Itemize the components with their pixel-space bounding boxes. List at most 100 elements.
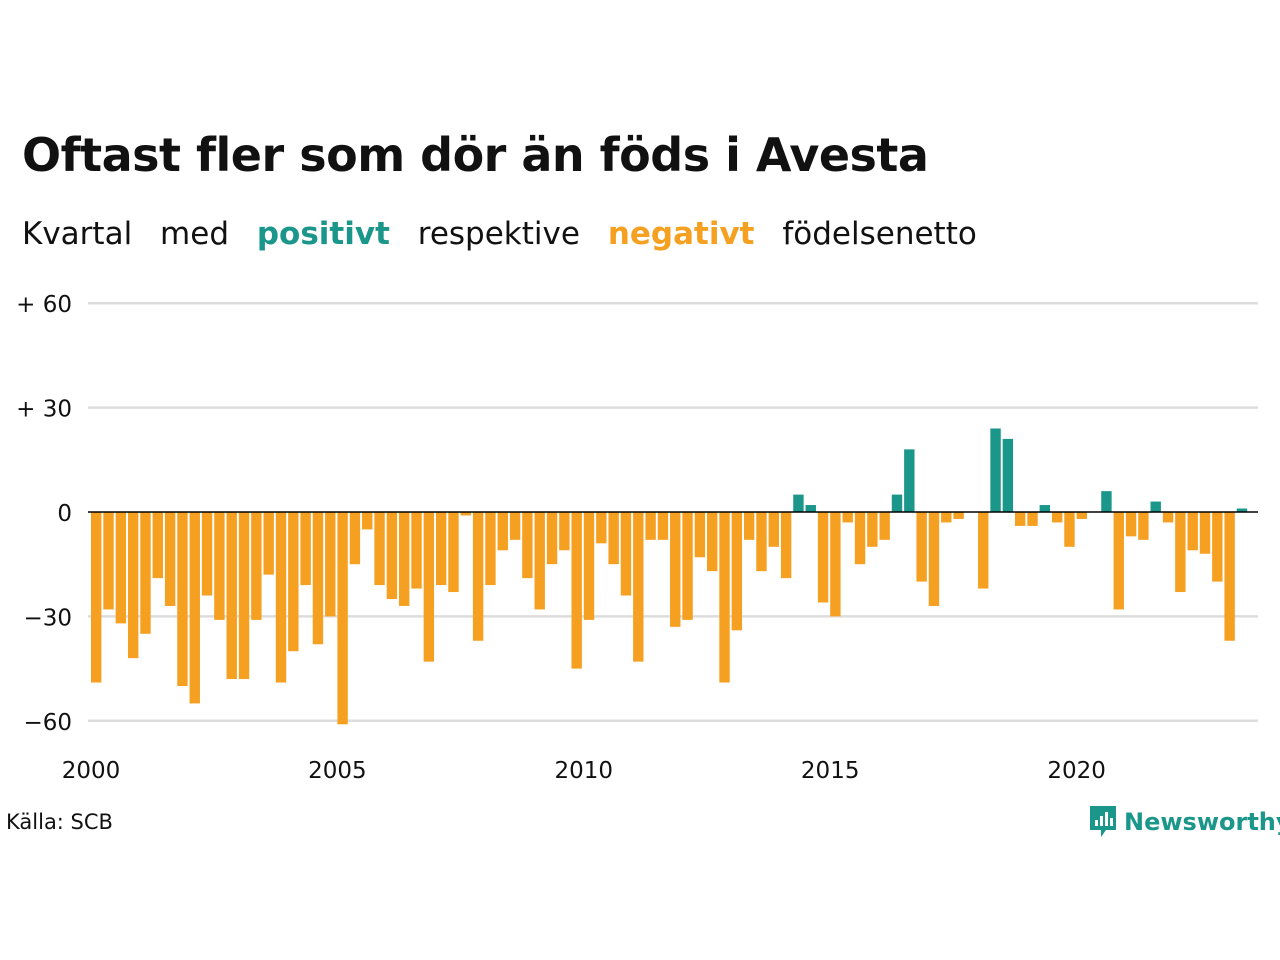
bar-negative [399,512,410,606]
y-tick-label: + 60 [16,292,72,318]
chart-subtitle: Kvartal med positivt respektive negativt… [22,216,995,252]
bar-negative [682,512,693,620]
y-axis-labels: + 60 + 30 0 −30 −60 [16,292,72,736]
bar-negative [694,512,706,558]
bar-negative [472,512,484,641]
bar-negative [978,512,989,589]
bar-negative [312,512,324,645]
bar-negative [719,512,730,683]
bar-negative [953,512,964,519]
subtitle-word-respektive: respektive [417,216,580,252]
bar-positive [1039,505,1051,512]
bar-positive [891,494,903,512]
bar-negative [189,512,200,704]
bar-negative [534,512,545,610]
bar-positive [1002,438,1014,512]
bar-negative [596,512,607,544]
y-tick-label: 0 [57,501,72,527]
bar-negative [830,512,841,617]
bar-negative [731,512,743,631]
y-tick-label: −60 [23,710,72,736]
bar-positive [904,449,915,512]
newsworthy-logo-icon [1090,806,1116,837]
bar-negative [386,512,398,599]
bar-negative [325,512,336,617]
bar-negative [633,512,644,662]
bar-negative [670,512,681,627]
bar-negative [620,512,632,596]
bar-negative [374,512,385,586]
bar-negative [707,512,718,572]
bar-negative [238,512,250,680]
bar-negative [571,512,582,669]
y-tick-label: + 30 [16,397,72,423]
bars [91,428,1248,725]
subtitle-word-kvartal: Kvartal [22,216,133,252]
x-tick-label: 2000 [62,758,121,784]
bar-negative [140,512,151,634]
bar-negative [288,512,299,652]
subtitle-negative-label: negativt [607,216,755,252]
bar-negative [842,512,853,523]
bar-negative [854,512,866,565]
bar-negative [645,512,656,540]
bar-negative [1015,512,1026,526]
bar-negative [928,512,940,606]
bar-negative [780,512,792,579]
bar-positive [805,505,816,512]
bar-negative [91,512,102,683]
bar-negative [867,512,878,547]
bar-negative [337,512,348,725]
bar-positive [793,494,804,512]
bar-negative [103,512,114,610]
bar-negative [214,512,225,620]
bar-negative [916,512,927,582]
bar-negative [275,512,287,683]
x-axis-labels: 2000 2005 2010 2015 2020 [62,758,1106,784]
bar-negative [608,512,619,565]
bar-positive [990,428,1001,512]
bar-negative [448,512,459,593]
newsworthy-logo-text: Newsworthy [1124,808,1280,836]
bar-negative [115,512,127,624]
bar-positive [1101,491,1112,512]
bar-negative [1224,512,1235,641]
bar-negative [522,512,533,579]
bar-negative [485,512,496,586]
bar-negative [263,512,274,575]
bar-negative [1138,512,1149,540]
bar-negative [756,512,767,572]
x-tick-label: 2020 [1047,758,1106,784]
y-tick-label: −30 [23,605,72,631]
bar-negative [127,512,139,659]
bar-negative [817,512,829,603]
bar-negative [411,512,422,589]
bar-negative [657,512,669,540]
subtitle-word-fodelsenetto: födelsenetto [782,216,977,252]
bar-negative [164,512,176,606]
bar-positive [1150,501,1161,512]
bar-negative [546,512,558,565]
newsworthy-logo: Newsworthy [1088,804,1280,840]
bar-negative [435,512,447,586]
bar-negative [1113,512,1124,610]
bar-negative [1212,512,1223,582]
bar-negative [251,512,262,620]
bar-negative [1051,512,1063,523]
bar-negative [941,512,952,523]
bar-negative [497,512,508,551]
chart-title: Oftast fler som dör än föds i Avesta [22,128,929,182]
x-tick-label: 2005 [308,758,367,784]
bar-negative [1175,512,1186,593]
bar-negative [879,512,890,540]
subtitle-word-med: med [160,216,229,252]
bar-negative [362,512,373,530]
bar-negative [177,512,188,686]
bar-negative [1187,512,1198,551]
bar-negative [1076,512,1087,519]
x-tick-label: 2015 [801,758,860,784]
bar-negative [1199,512,1211,554]
bar-negative [349,512,361,565]
bar-negative [226,512,237,680]
